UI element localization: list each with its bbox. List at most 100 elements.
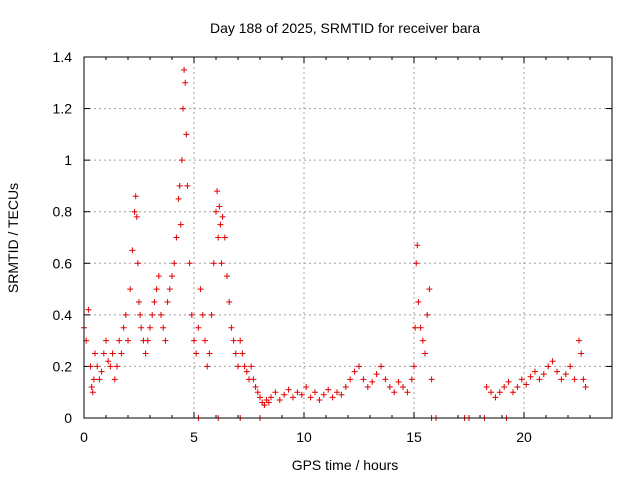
data-point [215, 234, 222, 241]
data-point [114, 363, 120, 370]
y-tick-label: 0.6 [53, 255, 73, 271]
data-point [230, 337, 237, 344]
data-point [164, 298, 171, 305]
data-point [142, 350, 149, 357]
data-point [202, 337, 208, 344]
y-tick-label: 1.4 [53, 49, 73, 65]
data-point [210, 260, 217, 267]
x-tick-label: 5 [190, 429, 198, 445]
data-point [88, 384, 95, 391]
data-point [412, 324, 419, 331]
data-point [175, 195, 182, 202]
data-point [178, 157, 185, 164]
data-point [347, 376, 354, 383]
data-point [342, 384, 349, 391]
data-point [237, 337, 244, 344]
data-point [562, 371, 569, 378]
data-point [424, 311, 431, 318]
data-point [137, 311, 144, 318]
data-point [307, 394, 314, 401]
data-point [177, 221, 184, 228]
data-point [356, 363, 362, 370]
data-point [334, 389, 340, 396]
data-point [89, 389, 96, 396]
data-point [160, 324, 167, 331]
data-point [265, 399, 272, 406]
data-point [411, 363, 417, 370]
data-point [176, 182, 183, 189]
data-point [180, 105, 186, 112]
data-point [147, 324, 153, 331]
data-point [193, 350, 200, 357]
data-point [173, 234, 180, 241]
data-point [248, 363, 255, 370]
data-point [221, 234, 228, 241]
data-point [132, 193, 139, 200]
data-point [492, 394, 499, 401]
data-point [351, 368, 358, 375]
data-point [290, 394, 296, 401]
data-point [92, 350, 98, 357]
data-point [127, 286, 134, 293]
data-point [382, 376, 389, 383]
data-point [94, 363, 101, 370]
data-point [182, 79, 189, 86]
data-point [252, 384, 259, 391]
data-point [518, 376, 525, 383]
data-point [90, 376, 97, 383]
data-point [316, 396, 323, 403]
data-point [158, 311, 164, 318]
data-point [496, 389, 503, 396]
data-point [549, 358, 556, 365]
data-point [419, 337, 426, 344]
data-point [186, 260, 193, 267]
data-point [213, 208, 219, 215]
data-point [134, 260, 141, 267]
data-point [558, 376, 565, 383]
data-point [250, 376, 257, 383]
data-point [576, 337, 582, 344]
data-point [235, 363, 241, 370]
data-point [386, 384, 393, 391]
data-point [191, 337, 197, 344]
data-point [162, 337, 169, 344]
data-point [404, 389, 411, 396]
data-point [122, 311, 129, 318]
data-point [426, 286, 433, 293]
data-point [254, 389, 261, 396]
data-point [373, 371, 380, 378]
data-point [133, 213, 140, 220]
data-point [417, 324, 424, 331]
data-point [232, 350, 239, 357]
data-point [129, 247, 136, 254]
data-point [360, 376, 367, 383]
data-point [413, 260, 420, 267]
x-tick-label: 0 [80, 429, 88, 445]
data-point [536, 376, 543, 383]
data-point [85, 306, 92, 313]
axis-ticks: 0 5 10 15 20 0 0.2 0.4 0.6 0.8 1 1.2 1.4 [53, 49, 612, 445]
x-tick-label: 10 [296, 429, 312, 445]
data-point [195, 324, 202, 331]
data-point [208, 311, 215, 318]
data-point [578, 350, 585, 357]
data-point [415, 298, 422, 305]
data-point [320, 391, 327, 398]
data-point [109, 350, 116, 357]
data-point [285, 386, 292, 393]
data-point [138, 324, 145, 331]
data-point [188, 311, 195, 318]
data-point [136, 298, 142, 305]
data-point [582, 384, 589, 391]
data-point [510, 389, 516, 396]
data-point [532, 368, 538, 375]
y-tick-label: 0.2 [53, 358, 73, 374]
data-point [239, 350, 246, 357]
data-point [303, 384, 310, 391]
data-point [369, 378, 376, 385]
y-tick-label: 1.2 [53, 101, 73, 117]
data-point [338, 391, 345, 398]
data-point [261, 402, 268, 409]
data-point [329, 394, 336, 401]
data-point [149, 311, 156, 318]
